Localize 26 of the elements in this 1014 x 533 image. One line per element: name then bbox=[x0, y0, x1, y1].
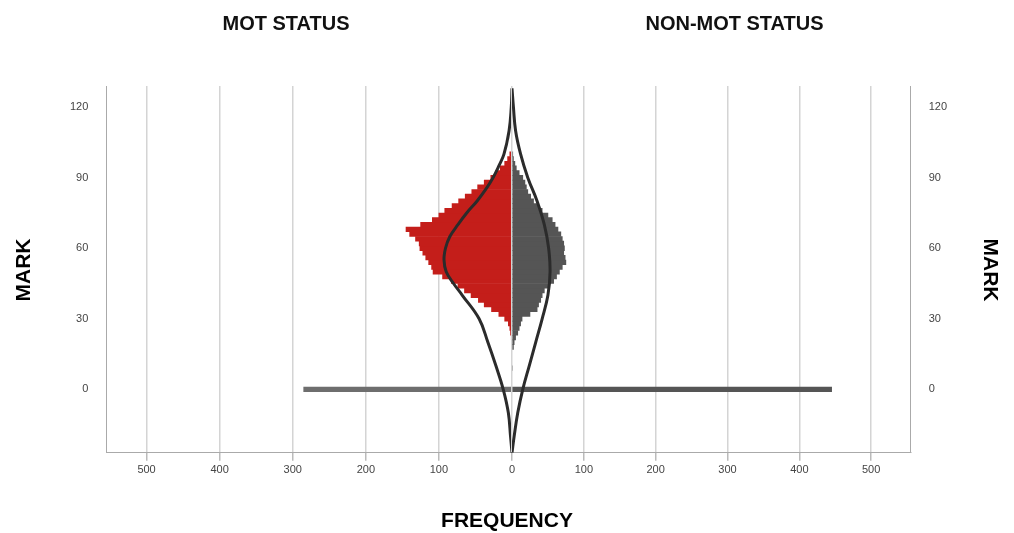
y-tick-label: 120 bbox=[69, 100, 89, 113]
x-tick-label: 300 bbox=[718, 463, 737, 476]
y-tick-label: 0 bbox=[82, 382, 89, 395]
x-tick-label: 100 bbox=[429, 463, 449, 476]
x-tick-label: 100 bbox=[574, 463, 594, 476]
x-tick-label: 500 bbox=[861, 463, 881, 476]
chart-title: MOT STATUS bbox=[222, 11, 350, 34]
y-tick-label: 60 bbox=[76, 241, 89, 254]
x-tick-label: 500 bbox=[137, 463, 156, 476]
x-axis-title: FREQUENCY bbox=[440, 508, 574, 532]
x-tick-label: 0 bbox=[508, 463, 516, 476]
y-tick-label: 60 bbox=[928, 241, 941, 254]
y-tick-label: 30 bbox=[76, 311, 89, 324]
x-tick-label: 400 bbox=[790, 463, 809, 476]
y-tick-label: 0 bbox=[928, 382, 935, 395]
x-tick-label: 400 bbox=[210, 463, 229, 476]
y-tick-label: 120 bbox=[928, 100, 948, 113]
x-tick-label: 200 bbox=[646, 463, 665, 476]
y-tick-label: 90 bbox=[928, 170, 941, 183]
y-axis-title: MARK bbox=[10, 238, 35, 302]
y-tick-label: 30 bbox=[928, 311, 941, 324]
x-tick-label: 300 bbox=[283, 463, 302, 476]
x-tick-label: 200 bbox=[356, 463, 375, 476]
y-axis-title: MARK bbox=[979, 238, 1004, 302]
chart-title: NON-MOT STATUS bbox=[645, 11, 824, 34]
y-tick-label: 90 bbox=[76, 170, 89, 183]
